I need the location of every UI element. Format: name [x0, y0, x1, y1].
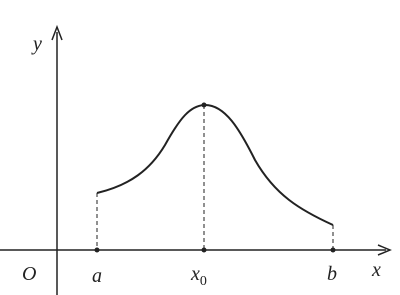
x-arrow — [377, 244, 392, 256]
curve — [96, 103, 334, 226]
peak-point — [201, 102, 207, 108]
point-label: b — [327, 263, 337, 285]
axis-point — [201, 247, 207, 253]
axis-point — [94, 247, 100, 253]
y-label: y — [31, 33, 42, 55]
point-label-main: x — [190, 263, 200, 285]
origin-label: O — [22, 263, 36, 285]
point-label-subscript: 0 — [200, 274, 207, 289]
x-label: x — [371, 259, 381, 281]
point-label: a — [92, 265, 102, 287]
y-arrow — [51, 24, 63, 41]
axis-point — [330, 247, 336, 253]
point-label: x0 — [190, 263, 207, 289]
